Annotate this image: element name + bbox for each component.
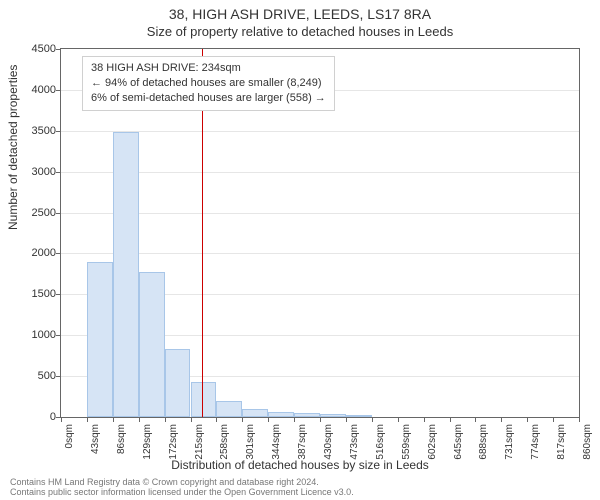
histogram-bar bbox=[216, 401, 242, 417]
x-tick-mark bbox=[242, 418, 243, 422]
y-tick-mark bbox=[56, 172, 60, 173]
x-tick-mark bbox=[450, 418, 451, 422]
histogram-bar bbox=[139, 272, 165, 417]
y-tick-mark bbox=[56, 213, 60, 214]
x-tick-mark bbox=[579, 418, 580, 422]
x-tick-mark bbox=[553, 418, 554, 422]
histogram-bar bbox=[268, 412, 294, 417]
histogram-bar bbox=[165, 349, 191, 417]
x-tick-mark bbox=[139, 418, 140, 422]
y-tick-label: 3000 bbox=[6, 166, 56, 178]
y-tick-mark bbox=[56, 253, 60, 254]
title-line-1: 38, HIGH ASH DRIVE, LEEDS, LS17 8RA bbox=[0, 0, 600, 22]
histogram-bar bbox=[346, 415, 372, 417]
x-tick-mark bbox=[424, 418, 425, 422]
gridline bbox=[61, 172, 579, 173]
y-tick-label: 500 bbox=[6, 370, 56, 382]
x-tick-mark bbox=[320, 418, 321, 422]
y-tick-label: 1500 bbox=[6, 288, 56, 300]
x-tick-mark bbox=[501, 418, 502, 422]
footer-line-2: Contains public sector information licen… bbox=[10, 488, 354, 498]
histogram-bar bbox=[113, 132, 139, 417]
info-box-line-3: 6% of semi-detached houses are larger (5… bbox=[91, 91, 326, 106]
page: 38, HIGH ASH DRIVE, LEEDS, LS17 8RA Size… bbox=[0, 0, 600, 500]
gridline bbox=[61, 213, 579, 214]
info-box-line-2: ← 94% of detached houses are smaller (8,… bbox=[91, 76, 326, 91]
histogram-bar bbox=[294, 413, 320, 417]
x-tick-mark bbox=[527, 418, 528, 422]
x-tick-mark bbox=[191, 418, 192, 422]
info-box-line-1: 38 HIGH ASH DRIVE: 234sqm bbox=[91, 61, 326, 76]
x-tick-mark bbox=[346, 418, 347, 422]
x-tick-mark bbox=[398, 418, 399, 422]
histogram-bar bbox=[87, 262, 113, 417]
y-tick-mark bbox=[56, 90, 60, 91]
histogram-bar bbox=[320, 414, 346, 417]
x-tick-mark bbox=[372, 418, 373, 422]
y-tick-label: 0 bbox=[6, 411, 56, 423]
x-tick-mark bbox=[61, 418, 62, 422]
y-tick-mark bbox=[56, 335, 60, 336]
y-tick-label: 3500 bbox=[6, 125, 56, 137]
title-line-2: Size of property relative to detached ho… bbox=[0, 22, 600, 39]
y-tick-mark bbox=[56, 376, 60, 377]
gridline bbox=[61, 253, 579, 254]
y-tick-label: 4500 bbox=[6, 43, 56, 55]
y-tick-label: 2000 bbox=[6, 247, 56, 259]
x-tick-mark bbox=[113, 418, 114, 422]
footer: Contains HM Land Registry data © Crown c… bbox=[10, 478, 354, 498]
y-tick-mark bbox=[56, 417, 60, 418]
histogram-bar bbox=[242, 409, 268, 417]
y-tick-mark bbox=[56, 294, 60, 295]
y-tick-label: 2500 bbox=[6, 207, 56, 219]
histogram-bar bbox=[191, 382, 217, 417]
y-tick-label: 4000 bbox=[6, 84, 56, 96]
x-tick-mark bbox=[475, 418, 476, 422]
gridline bbox=[61, 131, 579, 132]
x-tick-mark bbox=[216, 418, 217, 422]
y-tick-mark bbox=[56, 131, 60, 132]
x-axis-label: Distribution of detached houses by size … bbox=[0, 458, 600, 472]
x-tick-mark bbox=[165, 418, 166, 422]
info-box: 38 HIGH ASH DRIVE: 234sqm ← 94% of detac… bbox=[82, 56, 335, 111]
x-tick-mark bbox=[87, 418, 88, 422]
x-tick-mark bbox=[268, 418, 269, 422]
y-tick-label: 1000 bbox=[6, 329, 56, 341]
x-tick-mark bbox=[294, 418, 295, 422]
y-tick-mark bbox=[56, 49, 60, 50]
